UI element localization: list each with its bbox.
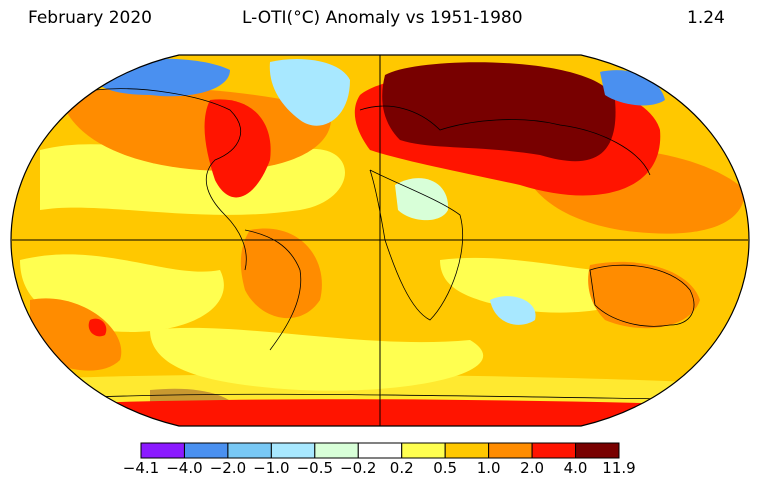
- color-legend-tick-label: 4.0: [563, 459, 588, 477]
- australia-anomaly: [588, 261, 700, 329]
- color-legend-tick-label: −4.1: [122, 459, 160, 477]
- color-legend-cell: [444, 442, 490, 459]
- color-legend-tick-label: −0.2: [340, 459, 377, 477]
- south-atlantic-anomaly: [490, 296, 536, 325]
- map-title: L-OTI(°C) Anomaly vs 1951-1980: [242, 8, 523, 28]
- color-legend-cell: [488, 442, 533, 459]
- color-legend-cell: [531, 442, 577, 459]
- eastern-north-america-anomaly: [204, 99, 271, 198]
- color-legend-tick-label: 0.5: [433, 459, 458, 477]
- color-legend-tick-label: 1.0: [476, 459, 501, 477]
- color-legend-cell: [314, 442, 359, 459]
- anomaly-patch: [88, 318, 107, 337]
- color-legend-tick-label: −0.5: [296, 459, 334, 477]
- globe-outline: [10, 54, 750, 427]
- color-legend-cell: [227, 442, 272, 459]
- map-date-label: February 2020: [28, 8, 152, 28]
- color-legend-cell: [401, 442, 446, 459]
- color-legend-cell: [183, 442, 229, 459]
- color-legend-tick-label: −1.0: [253, 459, 290, 477]
- color-legend-tick-label: −2.0: [209, 459, 247, 477]
- color-legend-tick-label: −4.0: [166, 459, 203, 477]
- global-mean-anomaly: 1.24: [687, 8, 725, 28]
- color-legend-cell: [357, 442, 403, 459]
- arabia-anomaly: [395, 178, 449, 221]
- color-legend-cell: [270, 442, 316, 459]
- greenland-anomaly: [269, 59, 350, 126]
- anomaly-patch: [240, 228, 322, 319]
- color-legend-tick-label: 11.9: [602, 459, 636, 477]
- color-legend-tick-label: 0.2: [389, 459, 414, 477]
- color-legend-cell: [140, 442, 185, 459]
- northern-eurasia-anomaly: [382, 62, 616, 162]
- color-legend-tick-label: 2.0: [520, 459, 545, 477]
- color-legend-cell: [575, 442, 620, 459]
